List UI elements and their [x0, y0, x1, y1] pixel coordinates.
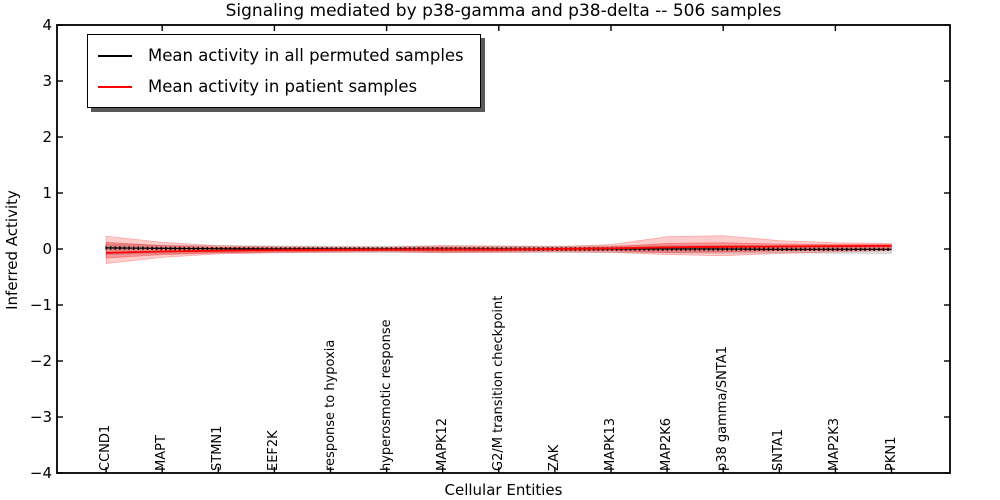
y-tick-label: −4 [29, 464, 52, 482]
x-tick-label: ZAK [546, 444, 562, 471]
y-tick-label: 4 [42, 16, 52, 34]
x-axis-label: Cellular Entities [444, 481, 563, 499]
y-tick-label: 3 [42, 72, 52, 90]
x-tick-label: p38 gamma/SNTA1 [715, 346, 731, 471]
x-tick-label: G2/M transition checkpoint [490, 295, 506, 471]
legend-entry-permuted: Mean activity in all permuted samples [98, 40, 464, 71]
y-tick-label: −3 [29, 408, 52, 426]
y-tick-label: 0 [42, 240, 52, 258]
x-tick-label: MAPT [154, 435, 170, 471]
x-tick-label: MAPK13 [603, 417, 618, 471]
legend: Mean activity in all permuted samples Me… [87, 34, 481, 108]
x-tick-label: MAP2K3 [827, 417, 843, 471]
x-tick-label: STMN1 [210, 425, 226, 471]
x-tick-label: response to hypoxia [322, 339, 338, 471]
y-tick-label: −2 [29, 352, 52, 370]
y-tick-label: −1 [29, 296, 52, 314]
x-tick-label: hyperosmotic response [378, 319, 394, 471]
x-tick-label: MAP2K6 [659, 417, 675, 471]
x-tick-label: MAPK12 [434, 417, 450, 471]
y-tick-label: 2 [42, 128, 52, 146]
patient-mean-line [106, 245, 892, 254]
patient-line-swatch [98, 85, 132, 88]
x-tick-label: EEF2K [266, 430, 282, 471]
x-tick-label: CCND1 [98, 424, 114, 471]
y-tick-label: 1 [42, 184, 52, 202]
chart-title: Signaling mediated by p38-gamma and p38-… [225, 1, 782, 21]
x-tick-label: SNTA1 [771, 428, 787, 471]
permuted-line-swatch [98, 54, 132, 57]
legend-label-permuted: Mean activity in all permuted samples [148, 46, 464, 65]
legend-label-patient: Mean activity in patient samples [148, 77, 418, 96]
legend-entry-patient: Mean activity in patient samples [98, 71, 464, 102]
x-tick-label: PKN1 [883, 436, 899, 471]
